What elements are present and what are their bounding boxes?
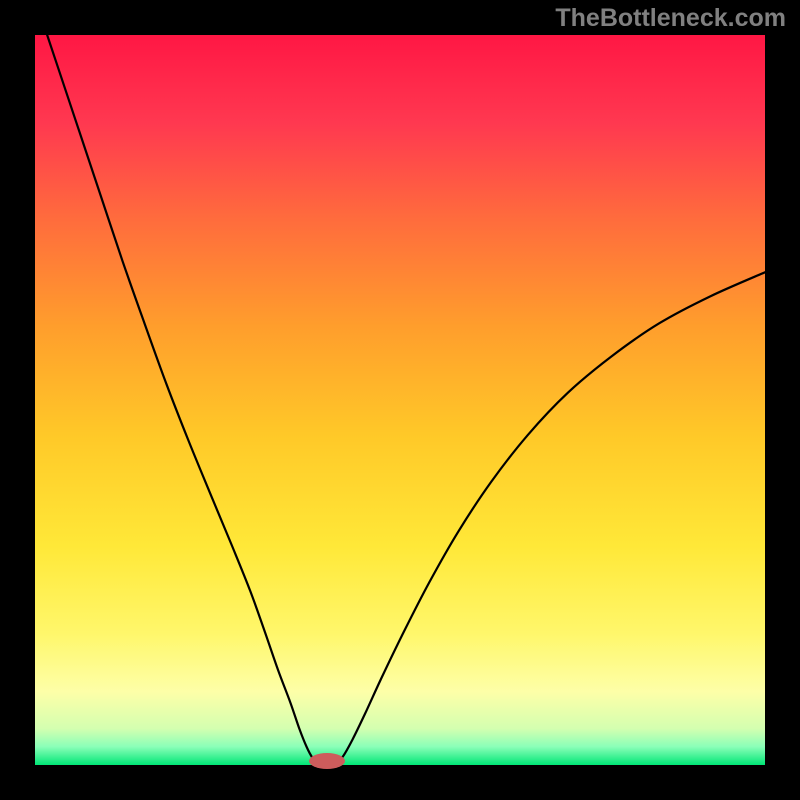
bottleneck-marker bbox=[309, 753, 345, 769]
watermark-text: TheBottleneck.com bbox=[555, 4, 786, 33]
plot-area bbox=[35, 35, 765, 765]
plot-svg bbox=[35, 35, 765, 765]
